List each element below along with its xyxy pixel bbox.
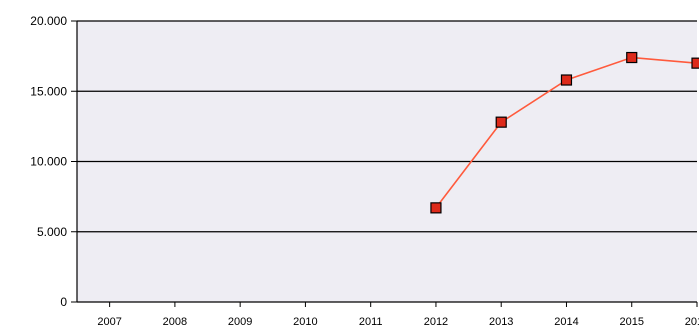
y-tick-label: 0: [60, 295, 67, 309]
x-tick-label: 2010: [293, 316, 317, 328]
data-point: [430, 202, 442, 214]
x-tick-label: 2007: [97, 316, 121, 328]
x-axis: 2007 2008 2009 2010 2011 2012 2013 2014 2015 2016: [77, 301, 699, 328]
y-axis: 0 5.000 10.000 15.000 20.000: [30, 14, 78, 309]
data-point: [560, 74, 573, 86]
x-tick-label: 2013: [489, 316, 513, 328]
data-point: [626, 51, 638, 64]
x-tick-label: 2016: [685, 316, 699, 328]
x-tick-label: 2011: [359, 316, 383, 328]
x-tick-label: 2012: [424, 316, 448, 328]
x-tick-label: 2009: [228, 316, 252, 328]
y-tick-label: 10.000: [30, 155, 67, 169]
y-tick-label: 15.000: [30, 84, 67, 98]
x-tick-label: 2014: [554, 316, 578, 328]
series-layer: [430, 51, 699, 214]
grid-lines: [77, 20, 697, 233]
y-tick-label: 20.000: [30, 14, 67, 28]
y-tick-label: 5.000: [37, 225, 67, 239]
x-tick-label: 2008: [163, 316, 187, 328]
x-tick-label: 2015: [619, 316, 643, 328]
data-point: [691, 57, 699, 69]
data-point: [495, 116, 507, 128]
